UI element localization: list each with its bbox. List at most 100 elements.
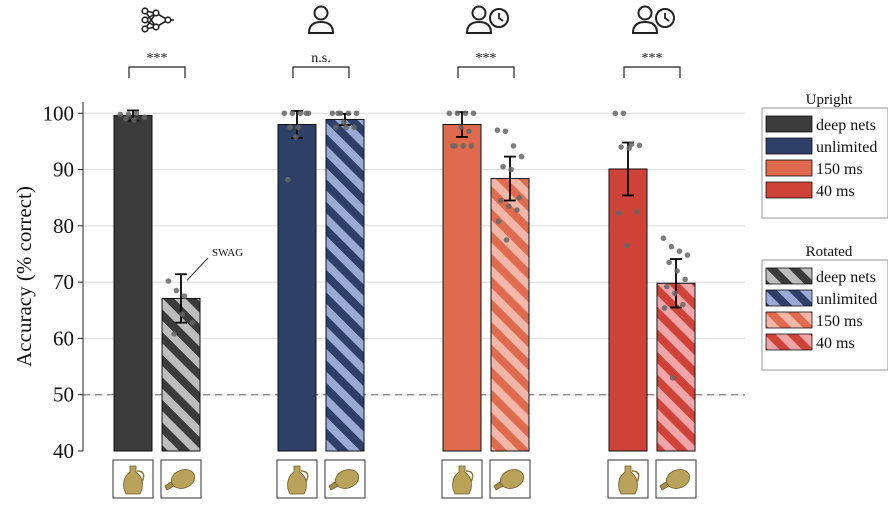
data-point	[297, 110, 304, 117]
data-point	[458, 124, 464, 131]
legend-swatch	[765, 267, 813, 285]
data-point	[682, 276, 688, 283]
data-point	[285, 176, 291, 183]
y-tick-label: 70	[53, 270, 74, 294]
significance-bracket: ***	[128, 51, 186, 78]
upright-object-thumbnail	[112, 459, 154, 499]
bar-rotated	[656, 282, 696, 452]
significance-label: ***	[147, 51, 168, 66]
data-point	[293, 134, 299, 140]
data-point	[514, 207, 520, 213]
legend-rotated: Rotated deep nets unlimited 150 ms 40 ms	[761, 244, 888, 371]
error-bar	[670, 258, 682, 309]
data-point	[165, 278, 172, 284]
data-point	[454, 110, 461, 117]
data-point	[189, 319, 196, 326]
data-point	[468, 143, 475, 149]
data-point	[634, 208, 640, 215]
person-icon	[307, 5, 335, 34]
bar-upright	[113, 115, 153, 452]
significance-label: n.s.	[311, 51, 330, 66]
legend-label: 150 ms	[816, 161, 863, 178]
swag-annotation: SWAG	[186, 247, 243, 281]
y-axis-label: Accuracy (% correct)	[12, 186, 36, 367]
data-point	[618, 144, 624, 150]
data-point	[462, 110, 469, 117]
data-point	[329, 110, 336, 117]
data-point	[295, 124, 301, 131]
data-point	[660, 235, 667, 242]
data-point	[289, 110, 296, 117]
data-point	[620, 110, 627, 117]
data-point	[333, 124, 339, 131]
legend-label: deep nets	[816, 117, 876, 134]
legend-title: Upright	[806, 92, 853, 108]
data-point	[353, 110, 360, 117]
y-tick-label: 50	[53, 383, 74, 407]
data-point	[494, 127, 501, 133]
rotated-object-thumbnail	[160, 459, 202, 499]
data-point	[664, 283, 670, 290]
data-point	[171, 331, 177, 337]
legend-upright: Upright deep nets unlimited 150 ms 40 ms	[761, 92, 888, 219]
legend-label: 40 ms	[816, 335, 855, 352]
data-point	[303, 110, 310, 117]
significance-bracket: ***	[457, 51, 515, 78]
data-point	[676, 248, 683, 254]
data-point	[616, 210, 622, 216]
data-point	[502, 128, 509, 135]
legend-label: unlimited	[816, 291, 877, 308]
data-point	[351, 124, 358, 131]
icon-layer: *** n.s. *** ***	[128, 5, 681, 78]
data-point	[341, 119, 347, 126]
bar-upright	[442, 124, 482, 452]
data-point	[669, 375, 676, 381]
swag-label: SWAG	[212, 247, 243, 259]
significance-label: ***	[476, 51, 497, 66]
legend-swatch	[765, 159, 813, 177]
bar-upright	[608, 168, 648, 452]
data-point	[503, 237, 510, 243]
data-point	[281, 110, 288, 117]
data-point	[626, 145, 632, 151]
data-point	[181, 293, 188, 300]
legend-label: 150 ms	[816, 313, 863, 330]
overlay-layer: SWAG	[117, 109, 691, 381]
error-bar	[504, 155, 516, 202]
significance-bracket: n.s.	[292, 51, 350, 78]
data-point	[173, 287, 180, 294]
data-point	[335, 110, 341, 117]
data-point	[510, 143, 517, 149]
y-tick-label: 90	[53, 158, 74, 182]
legend-swatch	[765, 181, 813, 199]
legend-swatch	[765, 333, 813, 351]
data-point	[287, 124, 293, 131]
data-point	[125, 111, 132, 118]
data-point	[343, 124, 349, 131]
data-point	[470, 110, 477, 117]
data-point	[141, 114, 148, 120]
y-tick-label: 80	[53, 214, 74, 238]
legend-label: 40 ms	[816, 183, 855, 200]
rotated-object-thumbnail	[655, 459, 697, 499]
legend-title: Rotated	[806, 244, 853, 260]
upright-object-thumbnail	[441, 459, 483, 499]
bar-upright	[277, 124, 317, 452]
axis-layer: 40 50 60 70 80 90 100 Accuracy (% correct)	[12, 101, 697, 499]
upright-object-thumbnail	[276, 459, 318, 499]
legend-swatch	[765, 115, 813, 133]
y-tick-label: 40	[53, 439, 74, 463]
legend-swatch	[765, 289, 813, 307]
data-point	[460, 143, 466, 149]
data-point	[179, 311, 185, 318]
data-point	[133, 110, 140, 117]
data-point	[508, 166, 514, 173]
rotated-object-thumbnail	[324, 459, 366, 499]
data-point	[672, 290, 678, 297]
data-point	[123, 116, 129, 122]
legend-swatch	[765, 137, 813, 155]
data-point	[450, 143, 456, 149]
legend-layer: Upright deep nets unlimited 150 ms 40 ms Rota…	[761, 92, 888, 371]
